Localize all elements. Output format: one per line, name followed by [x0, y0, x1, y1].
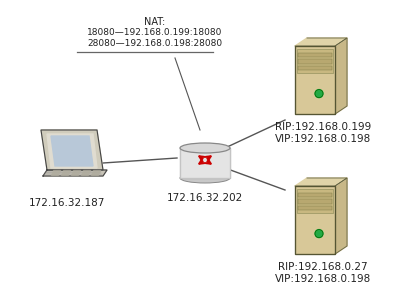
Bar	[295, 186, 335, 254]
Ellipse shape	[180, 173, 230, 183]
Bar	[298, 193, 332, 197]
Polygon shape	[71, 174, 78, 175]
Polygon shape	[63, 169, 70, 171]
Bar	[298, 53, 332, 57]
Polygon shape	[52, 172, 59, 173]
Polygon shape	[72, 172, 79, 173]
Polygon shape	[53, 169, 60, 171]
Text: RIP:192.168.0.27: RIP:192.168.0.27	[278, 262, 368, 272]
Polygon shape	[81, 174, 88, 175]
Bar	[297, 189, 333, 213]
Bar	[298, 206, 332, 210]
Text: 28080—192.168.0.198:28080: 28080—192.168.0.198:28080	[87, 39, 223, 48]
Polygon shape	[41, 130, 103, 170]
Text: 172.16.32.187: 172.16.32.187	[29, 198, 105, 208]
Polygon shape	[61, 174, 68, 175]
Polygon shape	[62, 172, 69, 173]
Bar	[298, 66, 332, 70]
Polygon shape	[51, 174, 58, 175]
Text: 18080—192.168.0.199:18080: 18080—192.168.0.199:18080	[87, 28, 223, 37]
Polygon shape	[335, 178, 347, 254]
Bar	[298, 59, 332, 64]
Polygon shape	[92, 172, 99, 173]
Polygon shape	[47, 134, 97, 168]
Bar	[295, 186, 335, 254]
Bar	[180, 148, 230, 178]
Polygon shape	[93, 169, 100, 171]
Polygon shape	[43, 170, 107, 176]
Polygon shape	[91, 174, 98, 175]
Polygon shape	[51, 136, 93, 166]
Text: RIP:192.168.0.199: RIP:192.168.0.199	[275, 122, 371, 132]
Text: 172.16.32.202: 172.16.32.202	[167, 193, 243, 203]
Bar	[295, 46, 335, 114]
Polygon shape	[83, 169, 90, 171]
Polygon shape	[295, 38, 347, 46]
Bar	[297, 50, 333, 73]
Text: VIP:192.168.0.198: VIP:192.168.0.198	[275, 134, 371, 144]
Circle shape	[315, 230, 323, 238]
Polygon shape	[180, 148, 230, 178]
Bar	[295, 46, 335, 114]
Polygon shape	[335, 38, 347, 114]
Circle shape	[315, 90, 323, 98]
Polygon shape	[73, 169, 80, 171]
Text: VIP:192.168.0.198: VIP:192.168.0.198	[275, 274, 371, 284]
Polygon shape	[82, 172, 89, 173]
Bar	[298, 199, 332, 204]
Ellipse shape	[180, 143, 230, 153]
Polygon shape	[295, 178, 347, 186]
Text: NAT:: NAT:	[144, 17, 165, 27]
